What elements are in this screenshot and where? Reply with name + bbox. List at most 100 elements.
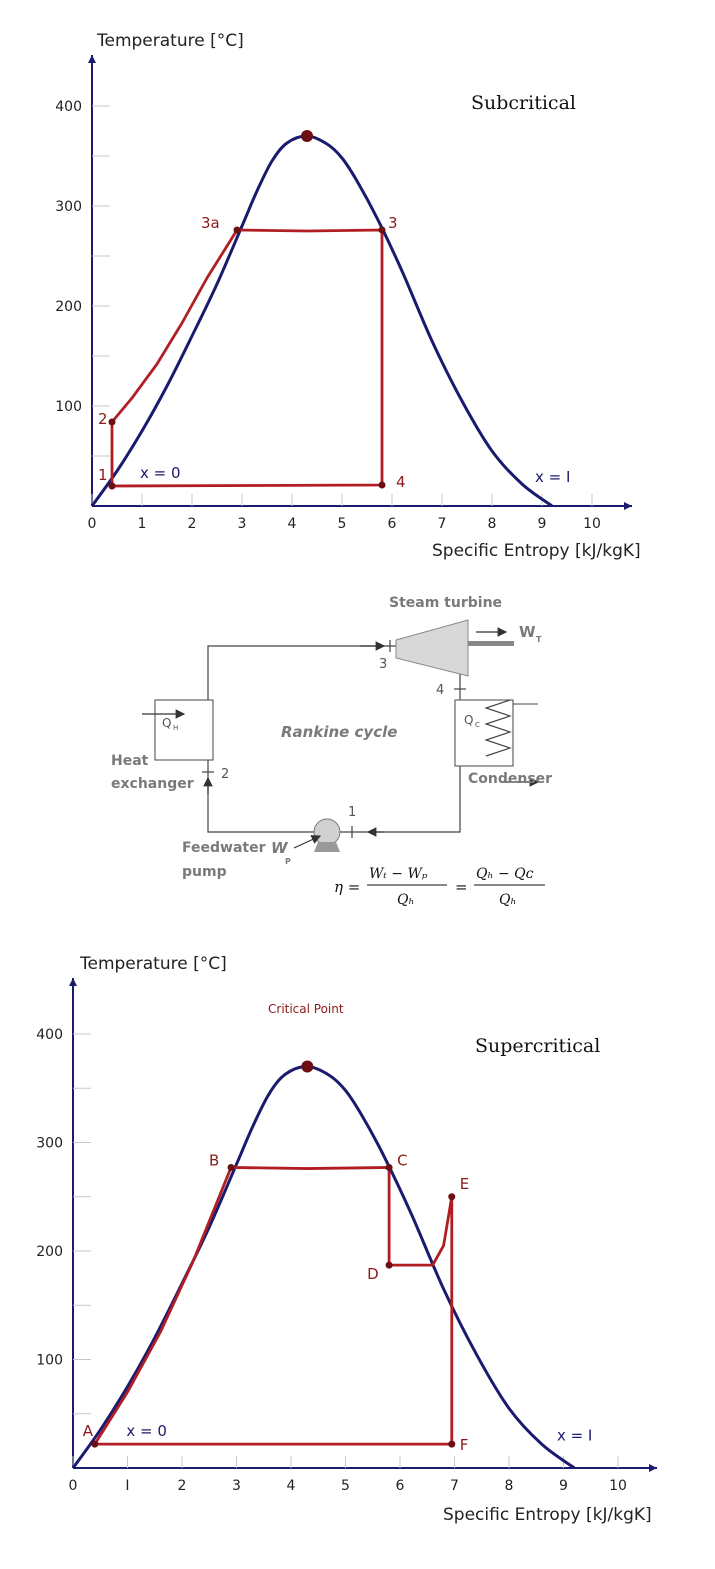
rankine-cycle-path [110, 228, 384, 488]
state-label-3a: 3a [201, 214, 220, 232]
x-tick-label: 7 [450, 1478, 459, 1494]
critical-point-marker [301, 1060, 314, 1073]
svg-text:=: = [455, 878, 468, 896]
state-label-4: 4 [396, 473, 406, 491]
y-axis-title: Temperature [°C] [79, 954, 227, 974]
state-point-3a [233, 226, 241, 234]
state-point-b [227, 1163, 235, 1171]
state-label-3: 3 [388, 214, 398, 232]
y-tick-label: 100 [36, 1353, 63, 1369]
heat-exchanger [154, 699, 214, 761]
heat-out-subscript: C [475, 721, 480, 729]
x-tick-label: 0 [88, 516, 97, 532]
critical-point-marker [301, 130, 313, 142]
x-tick-label: 7 [438, 516, 447, 532]
x-tick-label: 3 [238, 516, 247, 532]
x-tick-label: 4 [287, 1478, 296, 1494]
quality-x0-annotation: x = 0 [126, 1422, 167, 1440]
svg-text:η =: η = [334, 878, 360, 896]
state-point-4 [378, 481, 386, 489]
state-point-a [91, 1440, 99, 1448]
turbine-work-subscript: T [536, 635, 542, 644]
svg-text:Qₕ − Qᴄ: Qₕ − Qᴄ [476, 866, 534, 882]
condenser-label: Condenser [468, 771, 552, 787]
y-tick-label: 400 [55, 99, 82, 115]
x-tick-label: 8 [488, 516, 497, 532]
pump-label-line2: pump [182, 864, 227, 880]
state-point-2 [108, 418, 116, 426]
quality-x1-annotation: x = I [535, 468, 570, 486]
critical-point-annotation: Critical Point [268, 1002, 344, 1016]
state-label-2: 2 [98, 410, 108, 428]
quality-x1-annotation: x = I [557, 1426, 592, 1444]
state-label-f: F [460, 1436, 469, 1454]
y-tick-label: 300 [36, 1136, 63, 1152]
pump-work-label: W [271, 839, 289, 857]
x-tick-label: 0 [69, 1478, 78, 1494]
pump-work-arrow [293, 835, 322, 849]
state-point-e [448, 1193, 456, 1201]
x-tick-label: 3 [232, 1478, 241, 1494]
state-point-f [448, 1440, 456, 1448]
x-tick-label: 10 [609, 1478, 627, 1494]
heat-exchanger-label-line1: Heat [111, 753, 149, 769]
turbine-work-label: W [519, 623, 536, 641]
state-4-label: 4 [436, 683, 444, 698]
steam-turbine [395, 619, 469, 677]
state-point-c [385, 1163, 393, 1171]
rankine-cycle-title: Rankine cycle [281, 723, 397, 741]
y-tick-label: 400 [36, 1027, 63, 1043]
heat-in-subscript: H [173, 724, 178, 732]
quality-x0-annotation: x = 0 [140, 464, 181, 482]
svg-text:Qₕ: Qₕ [397, 892, 415, 908]
x-axis-title: Specific Entropy [kJ/kgK] [432, 541, 641, 561]
x-tick-label: 6 [396, 1478, 405, 1494]
state-point-1 [108, 482, 116, 490]
turbine-label: Steam turbine [389, 595, 502, 611]
x-tick-label: 2 [178, 1478, 187, 1494]
x-tick-label: 9 [559, 1478, 568, 1494]
turbine-shaft [468, 641, 514, 646]
svg-text:Qₕ: Qₕ [499, 892, 517, 908]
x-tick-label: 6 [388, 516, 397, 532]
y-tick-label: 300 [55, 199, 82, 215]
y-tick-label: 200 [55, 299, 82, 315]
state-label-b: B [209, 1151, 219, 1169]
x-tick-label: 5 [338, 516, 347, 532]
state-point-d [385, 1261, 393, 1269]
pump-work-subscript: P [285, 857, 291, 866]
state-3-label: 3 [379, 657, 387, 672]
state-2-label: 2 [221, 767, 229, 782]
y-tick-label: 100 [55, 399, 82, 415]
x-tick-label: I [125, 1478, 129, 1494]
x-tick-label: 9 [538, 516, 547, 532]
state-label-e: E [460, 1175, 469, 1193]
x-tick-label: 10 [583, 516, 601, 532]
y-axis-title: Temperature [°C] [96, 31, 244, 51]
state-1-label: 1 [348, 805, 356, 820]
condenser-coil [484, 699, 512, 757]
x-tick-label: 5 [341, 1478, 350, 1494]
flow-arrows [203, 641, 386, 837]
x-tick-label: 2 [188, 516, 197, 532]
rankine-cycle-schematic: Steam turbine W T Q H Heat exchanger Q C… [111, 595, 552, 908]
svg-text:Wₜ − Wₚ: Wₜ − Wₚ [369, 866, 428, 882]
chart-title: Supercritical [475, 1035, 600, 1057]
feedwater-pump [313, 818, 341, 846]
x-tick-label: 8 [505, 1478, 514, 1494]
state-label-c: C [397, 1151, 407, 1169]
rankine-cycle-path [93, 1166, 454, 1446]
saturation-dome [90, 134, 553, 508]
x-tick-label: 1 [138, 516, 147, 532]
state-label-d: D [367, 1265, 379, 1283]
ts-diagram-supercritical: Temperature [°C] Critical Point Supercri… [36, 954, 657, 1525]
heat-exchanger-label-line2: exchanger [111, 776, 194, 792]
ts-diagram-subcritical: Temperature [°C] Subcritical Specific En… [55, 31, 641, 561]
heat-out-label: Q [464, 713, 473, 727]
y-tick-label: 200 [36, 1244, 63, 1260]
chart-title: Subcritical [471, 92, 576, 114]
x-tick-label: 4 [288, 516, 297, 532]
x-axis-title: Specific Entropy [kJ/kgK] [443, 1505, 652, 1525]
state-point-3 [378, 226, 386, 234]
pump-base [314, 842, 340, 852]
